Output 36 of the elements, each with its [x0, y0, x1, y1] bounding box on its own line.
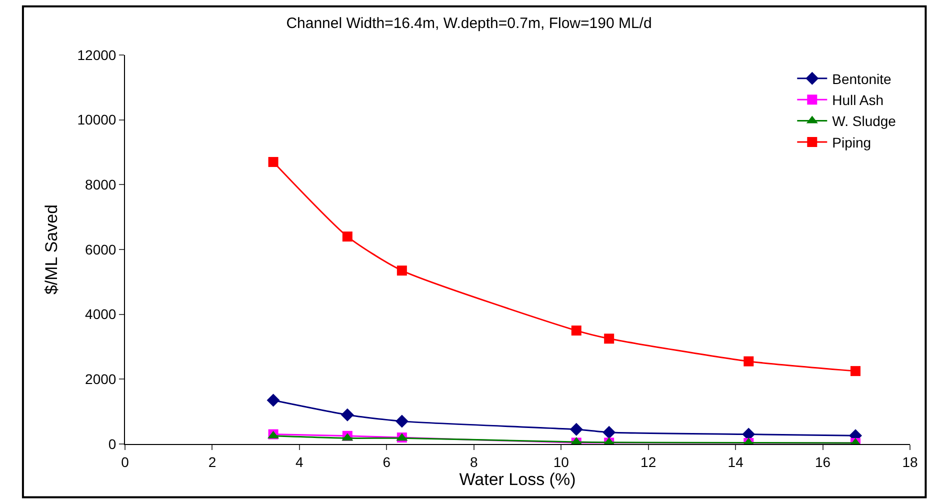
- point: [340, 408, 354, 422]
- point: [266, 394, 280, 407]
- x-tick-label: 10: [553, 454, 570, 470]
- y-tick-label: 2000: [85, 371, 116, 388]
- x-tick-label: 2: [208, 454, 216, 470]
- point: [570, 422, 583, 436]
- x-tick-label: 4: [296, 454, 304, 470]
- chart-title: Channel Width=16.4m, W.depth=0.7m, Flow=190 ML/d: [286, 14, 652, 32]
- y-tick-label: 6000: [85, 241, 116, 258]
- x-tick-label: 18: [902, 454, 918, 470]
- legend-label: Piping: [832, 134, 872, 150]
- point: [602, 426, 616, 439]
- x-tick-label: 0: [121, 454, 130, 470]
- point: [268, 156, 278, 167]
- x-tick-label: 16: [814, 454, 831, 470]
- legend-label: Bentonite: [832, 70, 892, 87]
- y-tick-label: 4000: [85, 306, 116, 322]
- y-tick-label: 0: [108, 436, 116, 452]
- point: [744, 356, 754, 366]
- x-tick-label: 14: [728, 454, 744, 470]
- legend-label: Hull Ash: [832, 92, 884, 108]
- y-tick-label: 12000: [77, 46, 116, 63]
- point: [342, 232, 352, 242]
- point: [396, 266, 407, 276]
- legend-label: W. Sludge: [832, 113, 896, 130]
- x-tick-label: 8: [470, 454, 478, 470]
- point: [604, 334, 614, 344]
- y-tick-label: 8000: [85, 176, 116, 193]
- x-tick-label: 12: [640, 454, 656, 470]
- y-axis-title: $/ML Saved: [42, 204, 61, 295]
- x-axis-title: Water Loss (%): [459, 470, 576, 489]
- point: [571, 326, 582, 336]
- x-tick-label: 6: [382, 454, 391, 470]
- y-tick-label: 10000: [77, 112, 116, 128]
- point: [850, 366, 860, 376]
- point: [395, 414, 408, 428]
